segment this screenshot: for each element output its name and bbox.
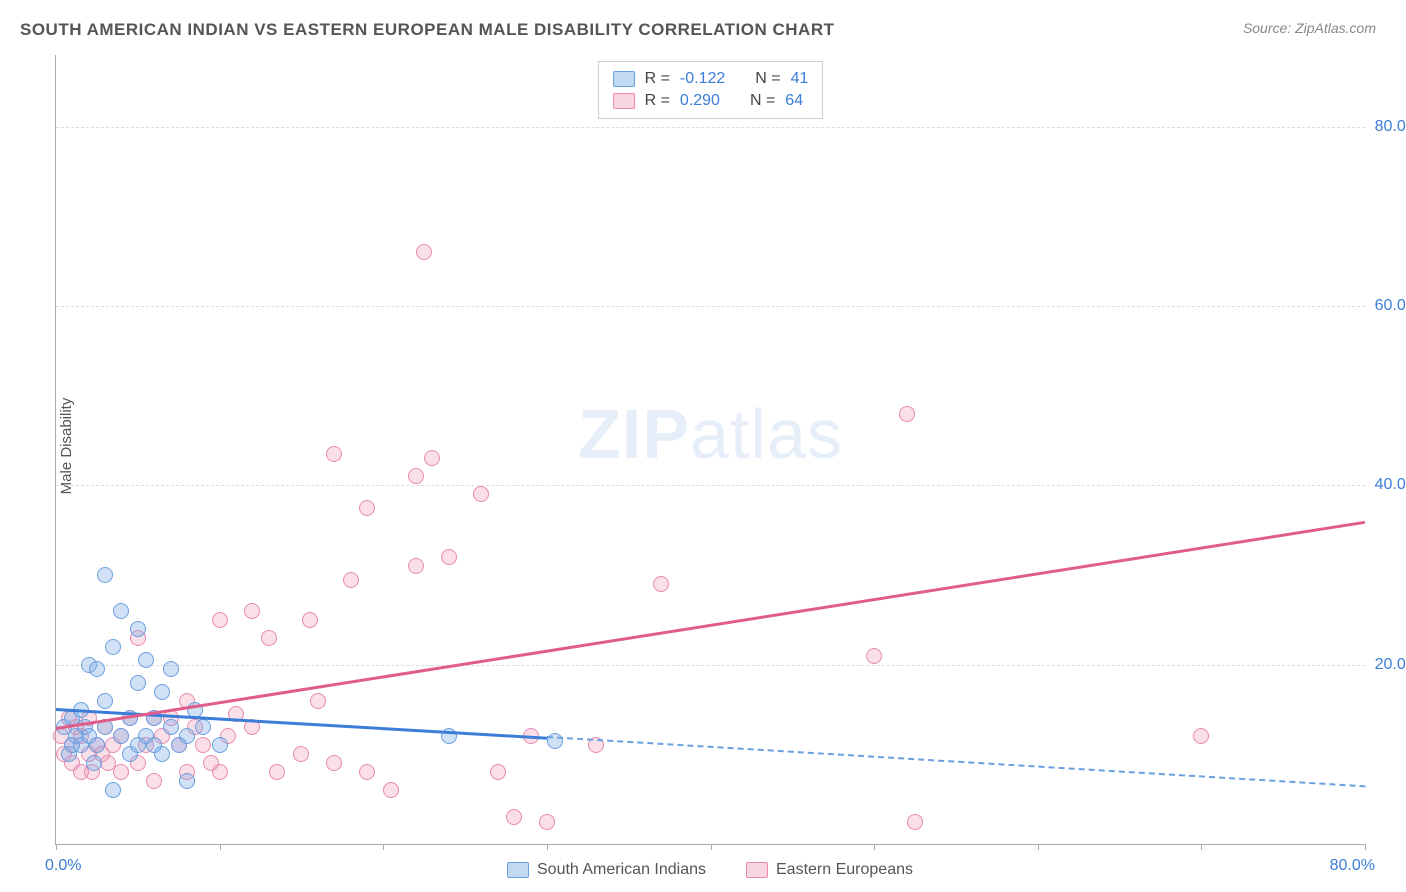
scatter-point-pink: [261, 630, 277, 646]
y-tick-label: 40.0%: [1375, 476, 1406, 494]
y-tick-label: 20.0%: [1375, 656, 1406, 674]
scatter-point-blue: [163, 661, 179, 677]
y-tick-label: 60.0%: [1375, 297, 1406, 315]
gridline: [56, 485, 1365, 486]
scatter-point-blue: [138, 652, 154, 668]
scatter-point-pink: [359, 500, 375, 516]
gridline: [56, 665, 1365, 666]
scatter-point-pink: [424, 450, 440, 466]
scatter-point-pink: [269, 764, 285, 780]
x-tick: [1038, 844, 1039, 850]
trendline-blue-extrapolated: [547, 736, 1365, 787]
legend-row-blue: R = -0.122 N = 41: [613, 68, 809, 90]
source-attribution: Source: ZipAtlas.com: [1243, 20, 1376, 36]
scatter-point-pink: [907, 814, 923, 830]
swatch-blue: [507, 862, 529, 878]
chart-title: SOUTH AMERICAN INDIAN VS EASTERN EUROPEA…: [20, 20, 835, 40]
scatter-point-blue: [154, 684, 170, 700]
x-tick: [383, 844, 384, 850]
scatter-point-pink: [146, 773, 162, 789]
scatter-point-pink: [441, 549, 457, 565]
scatter-point-pink: [302, 612, 318, 628]
scatter-point-pink: [113, 764, 129, 780]
trendline-pink: [56, 521, 1365, 730]
correlation-legend: R = -0.122 N = 41 R = 0.290 N = 64: [598, 61, 824, 119]
scatter-point-blue: [89, 737, 105, 753]
scatter-point-blue: [130, 675, 146, 691]
scatter-point-pink: [408, 558, 424, 574]
series-legend: South American Indians Eastern Europeans: [507, 861, 913, 879]
scatter-point-blue: [195, 719, 211, 735]
scatter-point-pink: [244, 603, 260, 619]
x-tick: [547, 844, 548, 850]
scatter-point-pink: [473, 486, 489, 502]
gridline: [56, 127, 1365, 128]
watermark: ZIPatlas: [578, 394, 843, 474]
scatter-point-blue: [105, 639, 121, 655]
scatter-point-pink: [195, 737, 211, 753]
scatter-point-pink: [408, 468, 424, 484]
scatter-point-pink: [506, 809, 522, 825]
x-axis-min-label: 0.0%: [45, 857, 81, 875]
x-tick: [1365, 844, 1366, 850]
scatter-point-blue: [86, 755, 102, 771]
scatter-point-pink: [416, 244, 432, 260]
scatter-point-pink: [212, 764, 228, 780]
scatter-point-pink: [539, 814, 555, 830]
x-tick: [1201, 844, 1202, 850]
scatter-point-pink: [343, 572, 359, 588]
gridline: [56, 306, 1365, 307]
scatter-point-blue: [163, 719, 179, 735]
chart-plot: ZIPatlas R = -0.122 N = 41 R = 0.290 N =…: [55, 55, 1365, 845]
scatter-point-blue: [154, 746, 170, 762]
swatch-pink: [746, 862, 768, 878]
scatter-point-pink: [326, 755, 342, 771]
x-tick: [56, 844, 57, 850]
scatter-point-pink: [326, 446, 342, 462]
scatter-point-pink: [383, 782, 399, 798]
scatter-point-pink: [899, 406, 915, 422]
scatter-point-blue: [179, 728, 195, 744]
scatter-point-blue: [130, 621, 146, 637]
scatter-point-blue: [113, 603, 129, 619]
legend-row-pink: R = 0.290 N = 64: [613, 90, 809, 112]
scatter-point-pink: [653, 576, 669, 592]
scatter-point-blue: [113, 728, 129, 744]
x-tick: [874, 844, 875, 850]
scatter-point-pink: [293, 746, 309, 762]
scatter-point-blue: [212, 737, 228, 753]
scatter-point-blue: [97, 567, 113, 583]
scatter-point-pink: [310, 693, 326, 709]
swatch-blue: [613, 71, 635, 87]
scatter-point-blue: [179, 773, 195, 789]
y-tick-label: 80.0%: [1375, 118, 1406, 136]
scatter-point-pink: [1193, 728, 1209, 744]
legend-item-pink: Eastern Europeans: [746, 861, 913, 879]
scatter-point-blue: [105, 782, 121, 798]
plot-area: ZIPatlas R = -0.122 N = 41 R = 0.290 N =…: [55, 55, 1365, 845]
scatter-point-pink: [866, 648, 882, 664]
scatter-point-blue: [89, 661, 105, 677]
legend-item-blue: South American Indians: [507, 861, 706, 879]
x-axis-max-label: 80.0%: [1330, 857, 1375, 875]
x-tick: [711, 844, 712, 850]
scatter-point-pink: [359, 764, 375, 780]
swatch-pink: [613, 93, 635, 109]
scatter-point-blue: [97, 693, 113, 709]
scatter-point-pink: [490, 764, 506, 780]
x-tick: [220, 844, 221, 850]
scatter-point-pink: [212, 612, 228, 628]
